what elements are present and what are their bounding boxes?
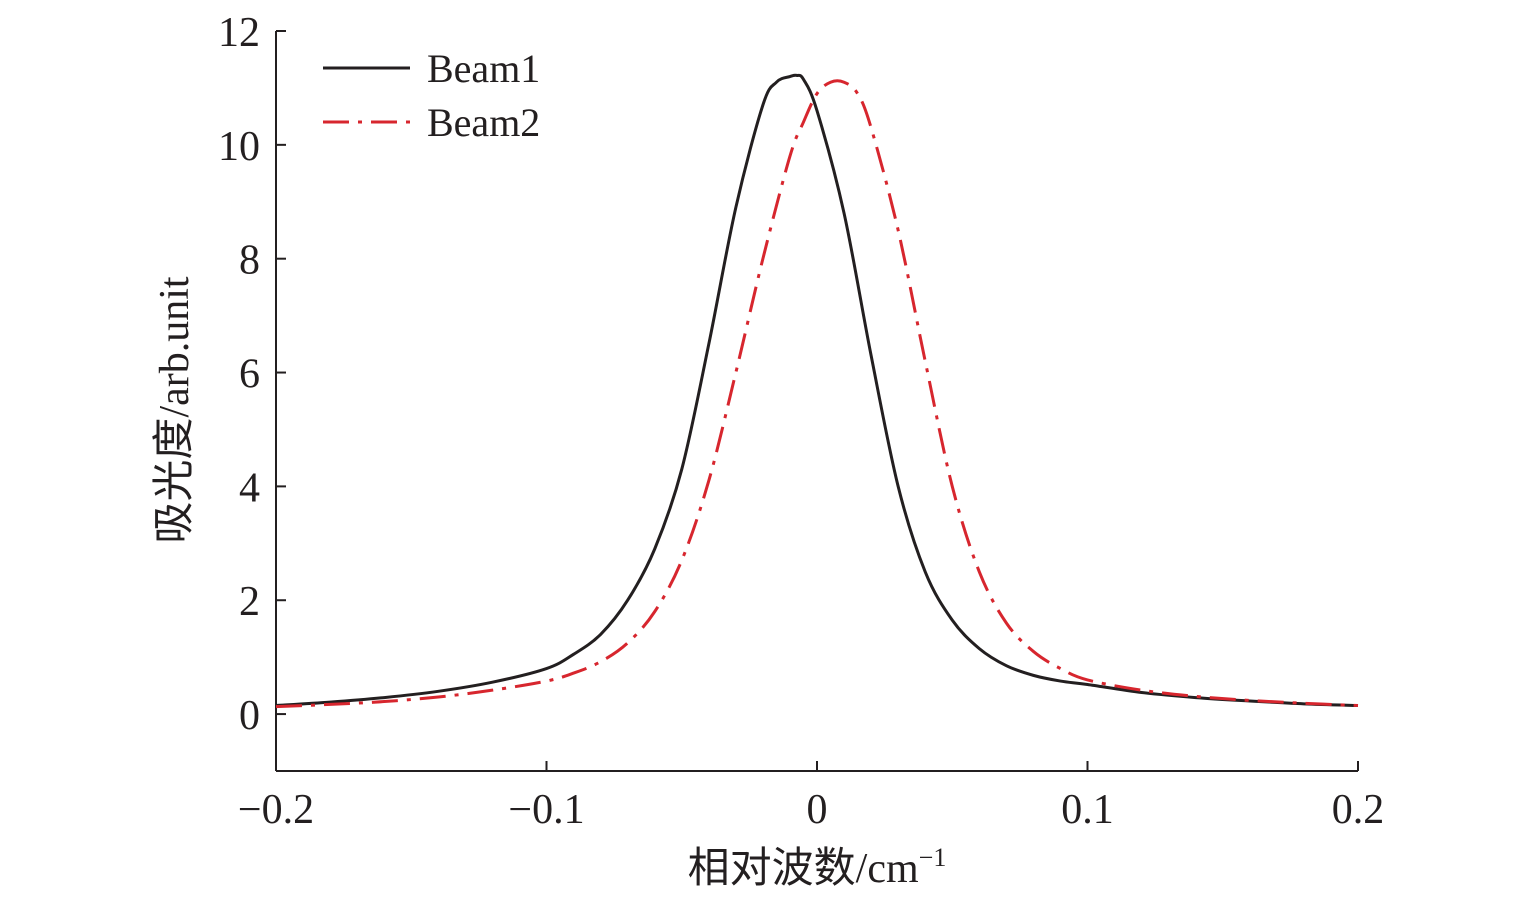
x-tick-label: 0.2 [1332, 787, 1385, 833]
axes: 0 2 4 6 8 10 12 −0.2 −0.1 0 0.1 0.2 [218, 10, 1384, 833]
y-tick-label: 12 [218, 10, 260, 56]
series-line-beam2 [275, 79, 1359, 709]
series-line-beam1 [275, 73, 1359, 708]
legend-label-beam1: Beam1 [427, 46, 540, 91]
y-tick-label: 10 [218, 124, 260, 170]
x-axis-label-superscript: −1 [919, 843, 947, 872]
x-tick-label: −0.1 [508, 787, 584, 833]
y-tick-label: 2 [239, 579, 260, 625]
y-tick-label: 8 [239, 238, 260, 284]
series-group [275, 73, 1359, 709]
y-tick-label: 0 [239, 693, 260, 739]
x-axis-label-text: 相对波数/cm [688, 846, 919, 892]
x-tick-label: −0.2 [238, 787, 314, 833]
x-axis-label: 相对波数/cm−1 [688, 843, 947, 892]
y-tick-label: 6 [239, 352, 260, 398]
x-tick-label: 0.1 [1061, 787, 1114, 833]
x-tick-label: 0 [807, 787, 828, 833]
y-axis-label: 吸光度/arb.unit [152, 276, 198, 543]
axis-labels: 相对波数/cm−1 吸光度/arb.unit [152, 276, 946, 892]
legend-label-beam2: Beam2 [427, 100, 540, 145]
legend: Beam1 Beam2 [323, 46, 540, 145]
y-tick-label: 4 [239, 465, 260, 511]
